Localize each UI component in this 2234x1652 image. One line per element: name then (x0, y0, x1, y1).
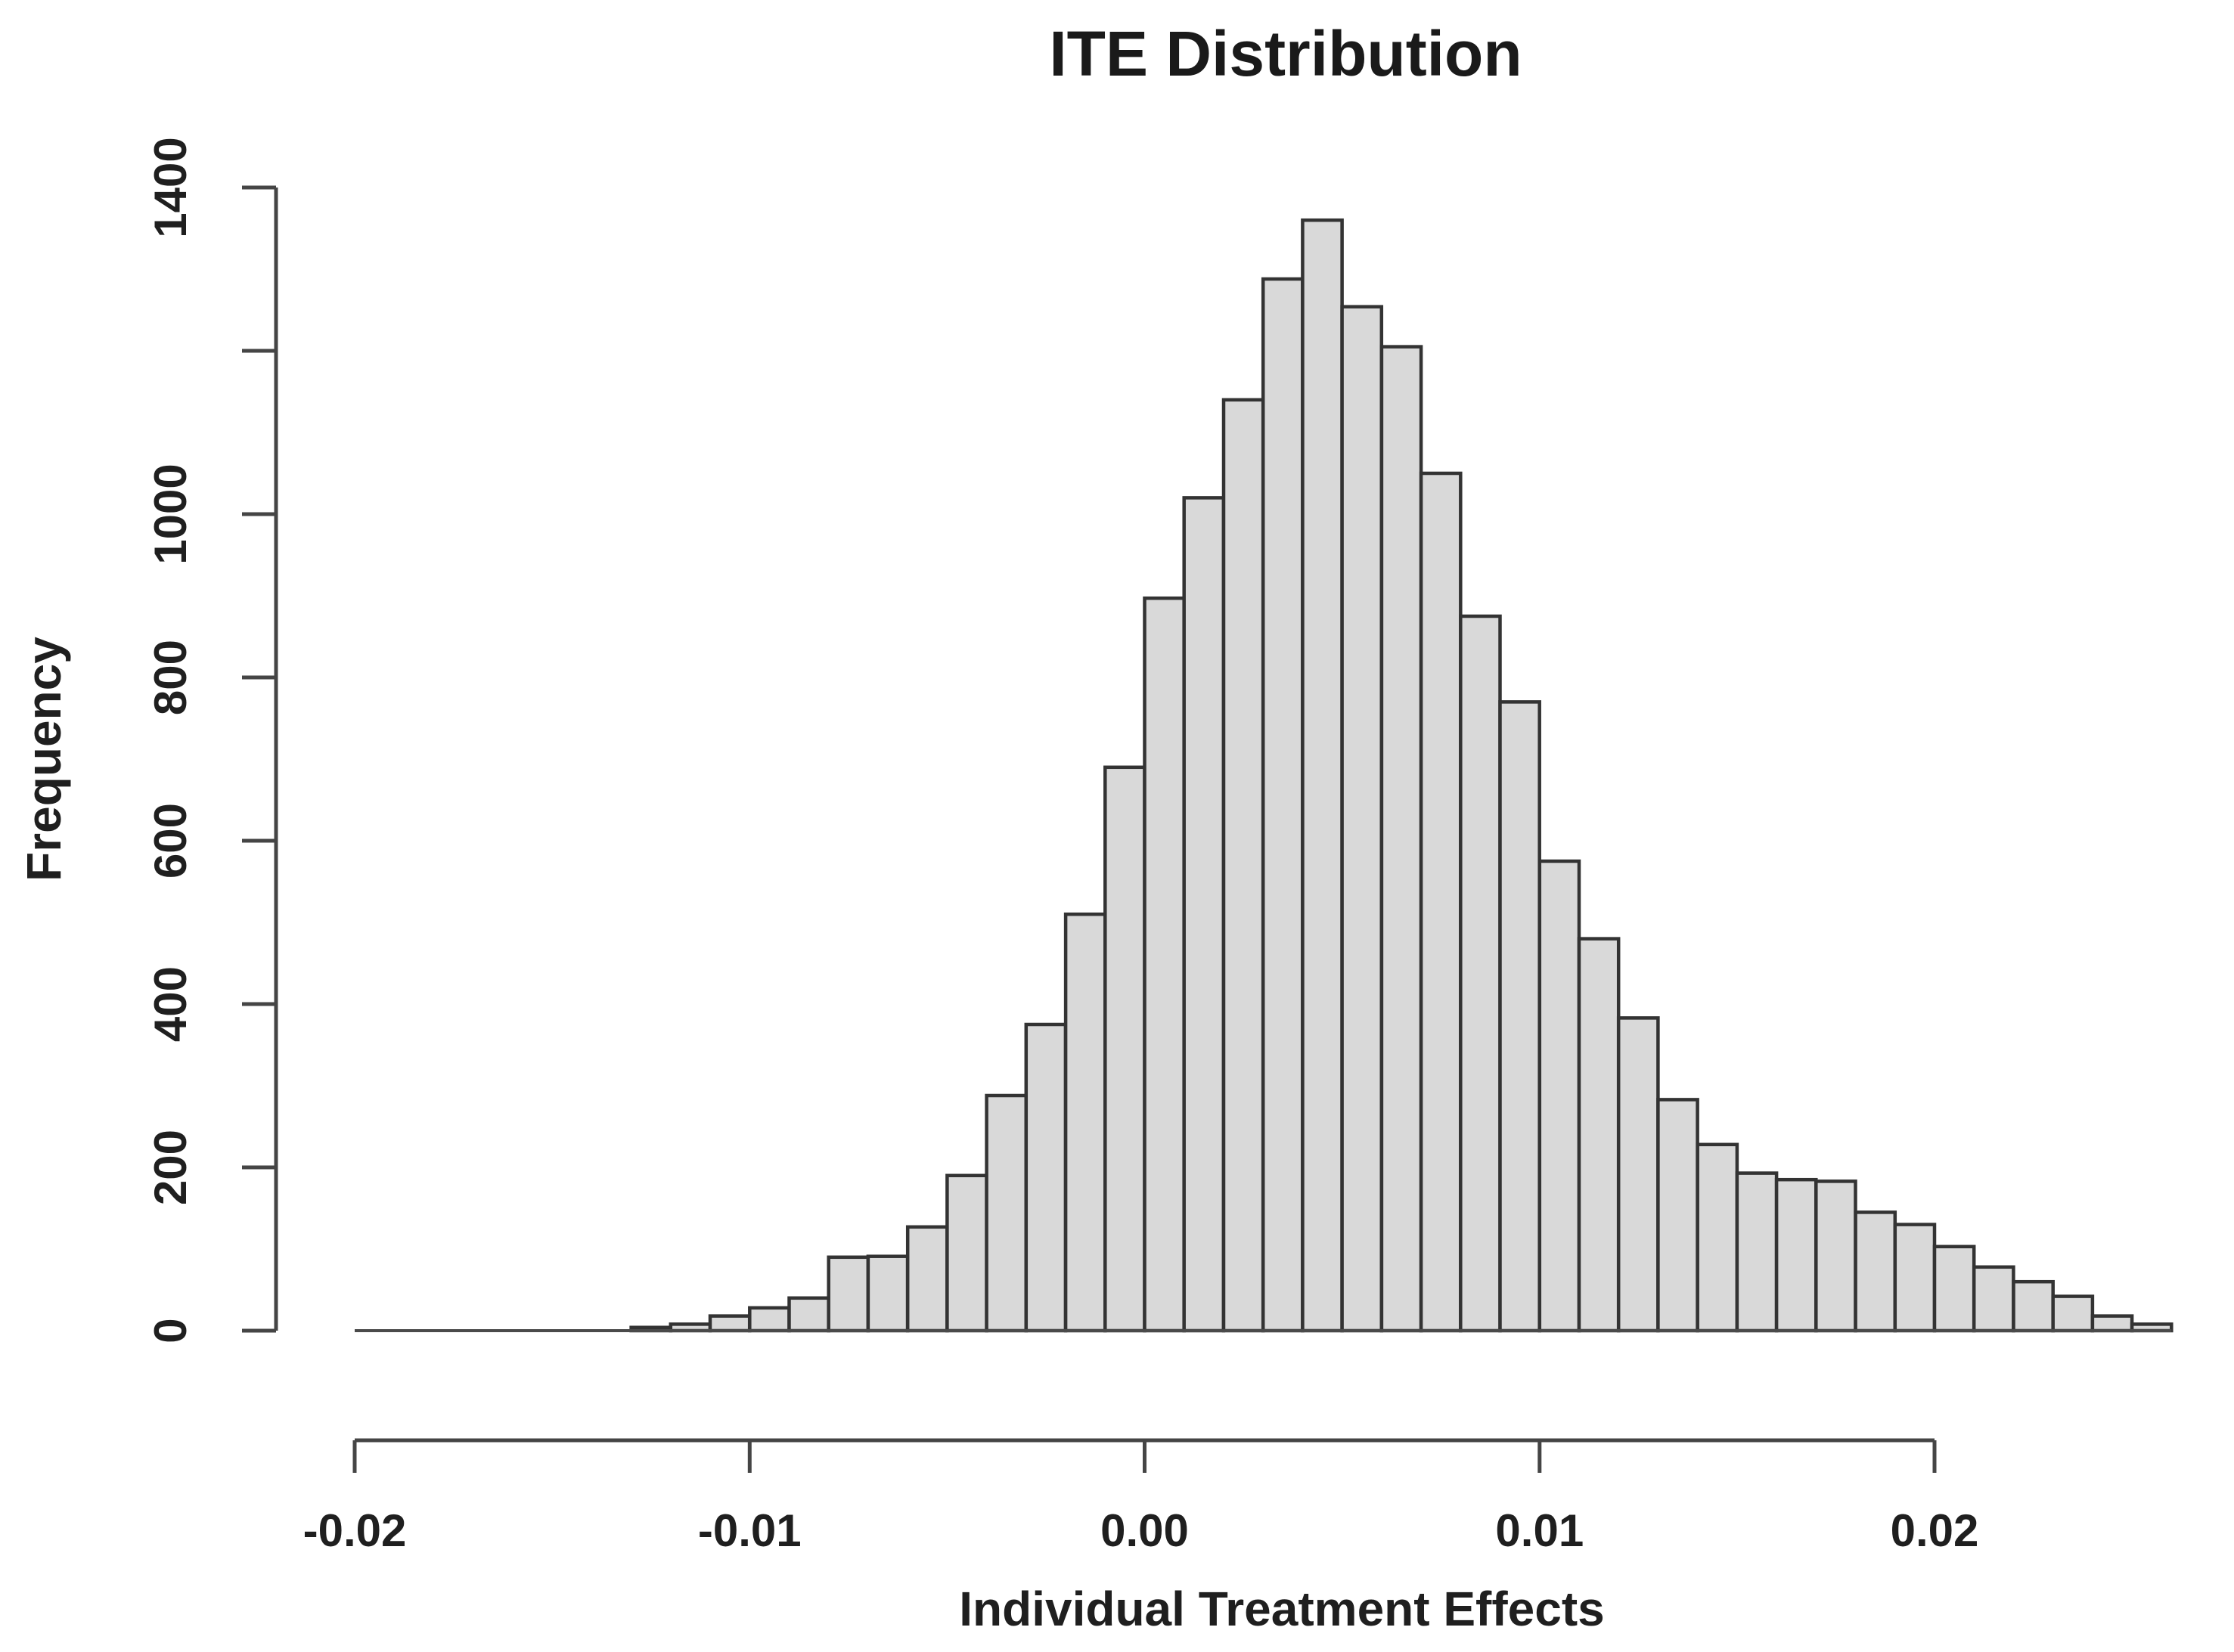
histogram-bar (1459, 614, 1502, 1333)
y-tick-label: 0 (145, 1318, 196, 1343)
histogram-bar (708, 1314, 752, 1333)
histogram-bar (1261, 277, 1305, 1333)
chart-title: ITE Distribution (1049, 18, 1522, 89)
histogram-bar (905, 1225, 949, 1333)
histogram-bar (1379, 345, 1423, 1333)
x-tick-label: -0.02 (303, 1505, 407, 1556)
histogram-bar (1419, 471, 1463, 1333)
histogram-bar (1656, 1098, 1699, 1333)
histogram-bars-layer (629, 218, 2173, 1333)
histogram-bar (1182, 496, 1226, 1333)
histogram-bar (2090, 1314, 2134, 1333)
x-axis-title: Individual Treatment Effects (959, 1582, 1605, 1636)
histogram-bar (945, 1173, 988, 1333)
histogram-bar (2012, 1279, 2055, 1333)
histogram-bar (1301, 218, 1344, 1333)
histogram-bar (1932, 1244, 1976, 1333)
histogram-bar (1972, 1265, 2015, 1333)
histogram-bar (866, 1254, 910, 1333)
histogram-bar (787, 1296, 830, 1333)
y-tick-label: 800 (145, 640, 196, 715)
x-tick-label: -0.01 (698, 1505, 802, 1556)
histogram-bar (1735, 1171, 1779, 1333)
histogram-bar (748, 1306, 791, 1333)
y-tick-label: 1400 (145, 137, 196, 237)
histogram-bar (1340, 305, 1384, 1333)
histogram-bar (1774, 1177, 1818, 1333)
histogram-bar (1498, 700, 1541, 1333)
histogram-bar (827, 1255, 870, 1333)
y-axis-title: Frequency (17, 637, 71, 882)
y-tick-label: 1000 (145, 463, 196, 564)
histogram-bar (1024, 1022, 1068, 1333)
y-tick-label: 200 (145, 1130, 196, 1205)
y-axis: 0 200 400 600 800 1000 1400 (145, 137, 278, 1344)
histogram-bar (1577, 937, 1621, 1333)
y-tick-label: 400 (145, 966, 196, 1042)
histogram-bar (1616, 1016, 1660, 1333)
histogram-bar (1854, 1210, 1897, 1333)
x-tick-label: 0.01 (1495, 1505, 1584, 1556)
x-tick-label: 0.02 (1891, 1505, 1979, 1556)
histogram-bar (2051, 1294, 2095, 1333)
histogram-bar (1063, 912, 1107, 1333)
histogram-bar (1103, 765, 1146, 1333)
histogram-bar (1893, 1223, 1937, 1333)
y-tick-label: 600 (145, 803, 196, 879)
x-axis: -0.02 -0.01 0.00 0.01 0.02 (303, 1438, 1979, 1556)
x-tick-label: 0.00 (1100, 1505, 1189, 1556)
histogram-bar (1221, 398, 1265, 1333)
histogram-bar (1143, 596, 1186, 1333)
histogram-bar (1814, 1179, 1857, 1333)
histogram-bar (1537, 859, 1581, 1333)
histogram-bar (985, 1093, 1029, 1333)
histogram-bar (1696, 1142, 1739, 1333)
